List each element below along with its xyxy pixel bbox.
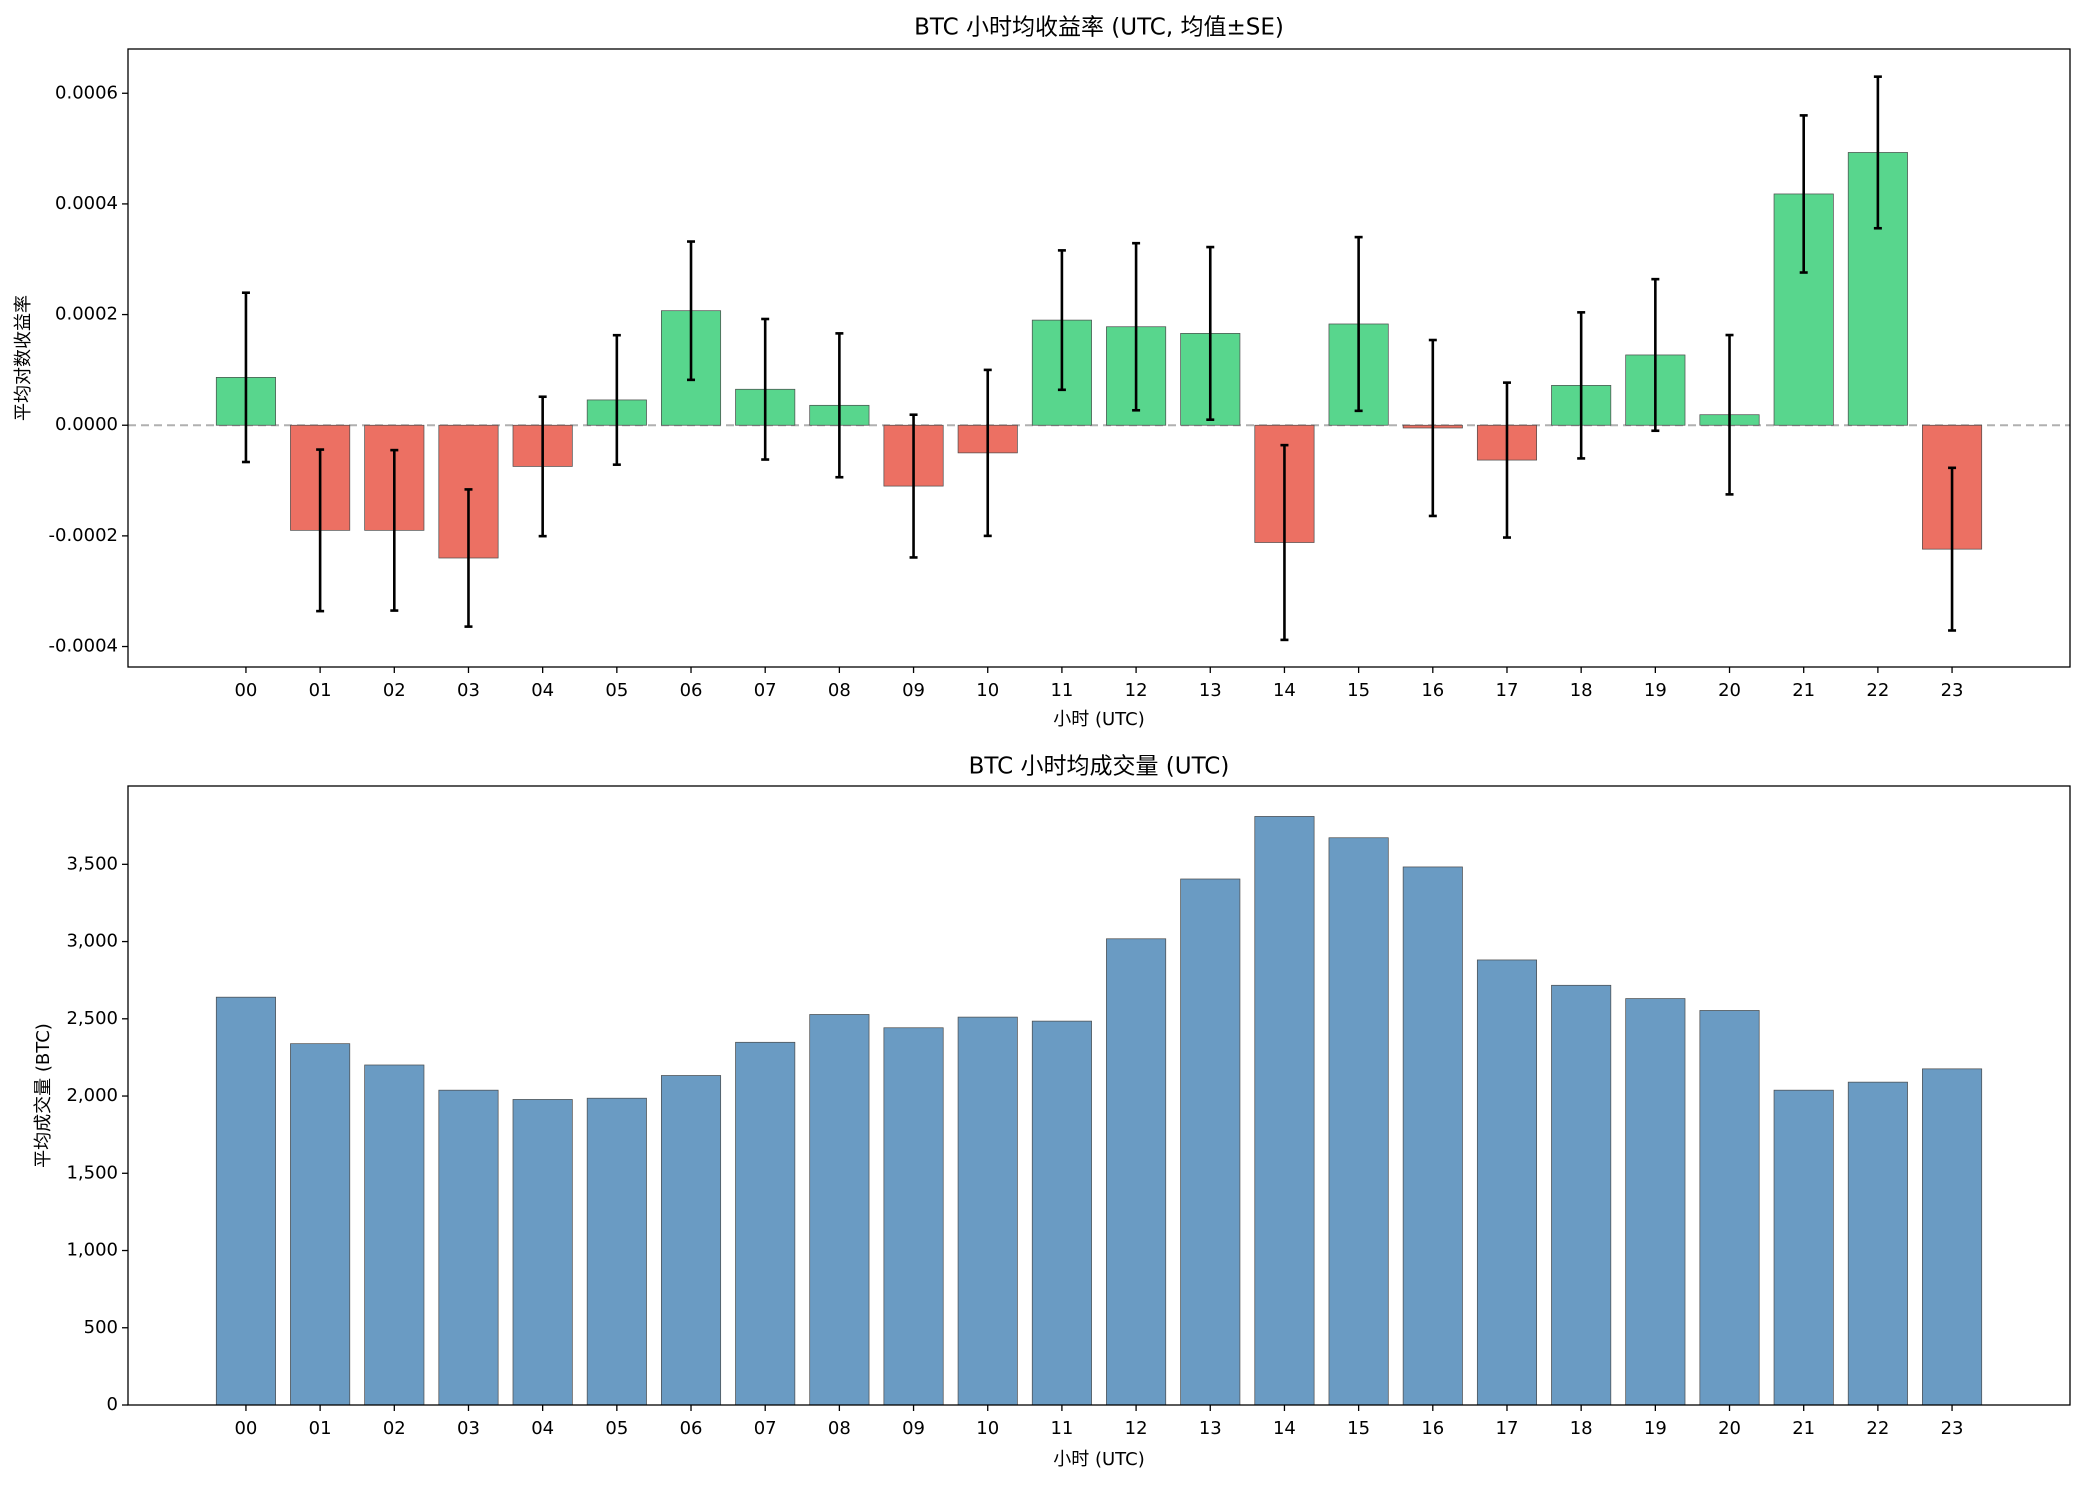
bar [1922,1068,1983,1406]
axes-frame [127,785,2071,1406]
bar [1476,959,1538,1406]
x-tick-label: 21 [1792,1418,1815,1439]
x-tick-label: 20 [1718,1418,1741,1439]
x-tick-label: 23 [1941,1418,1964,1439]
x-tick-label: 05 [605,1418,628,1439]
x-tick-label: 09 [902,1418,925,1439]
bar [735,1041,796,1406]
x-tick-label: 02 [383,1418,406,1439]
bar [1773,1089,1834,1406]
y-tick-label: 3,000 [66,931,118,952]
x-tick-label: 12 [1125,1418,1148,1439]
x-tick-label: 02 [383,680,406,701]
x-tick-label: 19 [1644,1418,1667,1439]
x-tick-label: 00 [234,1418,257,1439]
x-tick-label: 05 [605,680,628,701]
x-tick-label: 09 [902,680,925,701]
bar [1402,866,1463,1406]
bar [1847,1081,1908,1406]
x-tick-label: 12 [1125,680,1148,701]
x-tick-label: 15 [1347,680,1370,701]
x-tick-label: 21 [1792,680,1815,701]
bar [512,1099,573,1406]
x-tick-label: 01 [309,1418,332,1439]
x-tick-label: 18 [1570,680,1593,701]
y-tick-label: 2,000 [66,1085,118,1106]
chart-title: BTC 小时均收益率 (UTC, 均值±SE) [914,15,1284,41]
x-tick-label: 14 [1273,680,1296,701]
x-tick-label: 07 [754,680,777,701]
x-tick-label: 07 [754,1418,777,1439]
bar [1254,816,1315,1406]
x-tick-label: 01 [309,680,332,701]
x-tick-label: 11 [1050,680,1073,701]
x-tick-label: 14 [1273,1418,1296,1439]
y-tick-label: 0.0000 [55,414,118,435]
x-axis-label: 小时 (UTC) [1053,709,1144,730]
y-tick-label: 2,500 [66,1008,118,1029]
x-tick-label: 17 [1496,680,1519,701]
y-tick-label: 0.0004 [55,193,118,214]
y-tick-label: 500 [84,1317,118,1338]
bar [957,1016,1018,1406]
x-tick-label: 11 [1050,1418,1073,1439]
y-tick-label: -0.0004 [49,636,118,657]
x-tick-label: 00 [234,680,257,701]
x-tick-label: 03 [457,1418,480,1439]
bar [1106,938,1167,1406]
x-tick-label: 03 [457,680,480,701]
bar [438,1089,499,1406]
chart-title: BTC 小时均成交量 (UTC) [969,754,1230,780]
bar [1180,878,1241,1406]
y-tick-label: 0 [107,1394,118,1415]
y-tick-label: 3,500 [66,853,118,874]
bar [1328,837,1389,1406]
x-tick-label: 20 [1718,680,1741,701]
bar [215,996,276,1406]
x-tick-label: 04 [531,1418,554,1439]
y-tick-label: -0.0002 [49,525,118,546]
x-tick-label: 06 [680,680,703,701]
x-tick-label: 22 [1866,680,1889,701]
bar [883,1027,944,1406]
x-tick-label: 16 [1421,680,1444,701]
bar [586,1097,647,1406]
bar [290,1043,351,1406]
bar [1625,998,1686,1406]
bar [1551,984,1612,1406]
x-tick-label: 23 [1941,680,1964,701]
bar [1699,1010,1760,1406]
bar [1031,1020,1092,1406]
x-tick-label: 22 [1866,1418,1889,1439]
x-tick-label: 06 [680,1418,703,1439]
y-tick-label: 1,000 [66,1240,118,1261]
y-tick-label: 0.0002 [55,304,118,325]
x-tick-label: 13 [1199,680,1222,701]
x-axis-label: 小时 (UTC) [1053,1449,1144,1470]
x-tick-label: 13 [1199,1418,1222,1439]
axes-frame [127,48,2071,668]
x-tick-label: 08 [828,680,851,701]
bar [809,1014,870,1406]
x-tick-label: 04 [531,680,554,701]
x-tick-label: 19 [1644,680,1667,701]
bar [364,1064,425,1406]
y-tick-label: 0.0006 [55,82,118,103]
x-tick-label: 15 [1347,1418,1370,1439]
x-tick-label: 10 [976,1418,999,1439]
x-tick-label: 16 [1421,1418,1444,1439]
x-tick-label: 17 [1496,1418,1519,1439]
bar [660,1075,722,1406]
y-axis-label: 平均成交量 (BTC) [33,1023,54,1168]
x-tick-label: 10 [976,680,999,701]
y-axis-label: 平均对数收益率 [13,295,34,421]
x-tick-label: 08 [828,1418,851,1439]
x-tick-label: 18 [1570,1418,1593,1439]
y-tick-label: 1,500 [66,1162,118,1183]
